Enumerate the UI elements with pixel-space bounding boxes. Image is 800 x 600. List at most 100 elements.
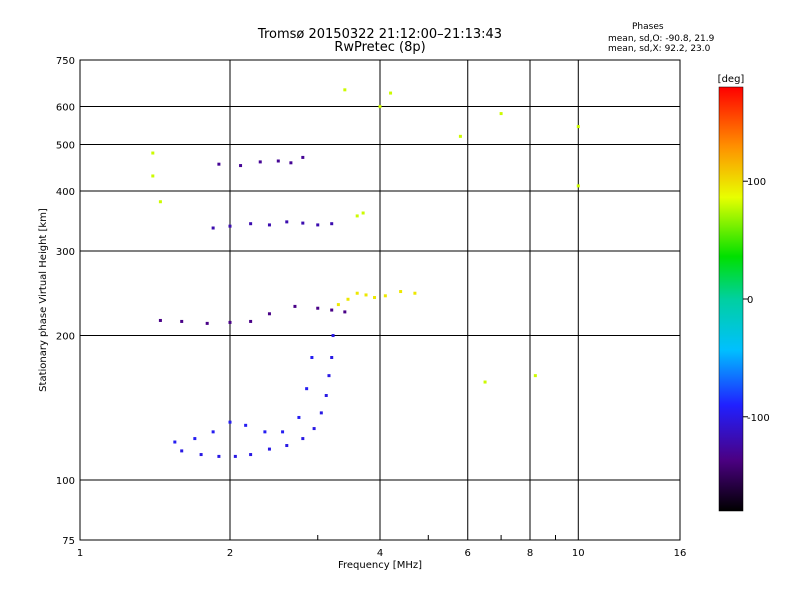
data-point <box>330 355 334 359</box>
data-point <box>158 200 162 204</box>
data-point <box>211 430 215 434</box>
data-point <box>312 427 316 431</box>
data-point <box>301 221 305 225</box>
data-point <box>285 444 289 448</box>
data-point <box>330 222 334 226</box>
x-tick-label: 1 <box>77 548 83 559</box>
data-point <box>319 411 323 415</box>
data-point <box>228 224 232 228</box>
chart-title: Tromsø 20150322 21:12:00–21:13:43 <box>257 27 503 42</box>
data-point <box>316 223 320 227</box>
data-point <box>249 319 253 323</box>
data-point <box>331 334 335 338</box>
phase-legend-x: mean, sd,X: 92.2, 23.0 <box>608 44 711 54</box>
data-point <box>239 164 243 168</box>
data-point <box>355 214 359 218</box>
x-tick-label: 6 <box>465 548 471 559</box>
x-tick-label: 8 <box>527 548 533 559</box>
y-tick-labels: 75 100 200 300 400 500 600 750 <box>56 56 75 547</box>
data-point <box>228 320 232 324</box>
data-point <box>316 306 320 310</box>
x-tick-label: 2 <box>227 548 233 559</box>
data-point <box>193 437 197 441</box>
data-point <box>180 449 184 453</box>
colorbar-tick-label: 0 <box>747 295 753 306</box>
data-point <box>576 184 580 188</box>
data-point <box>343 88 347 92</box>
data-point <box>217 162 221 166</box>
data-point <box>533 374 537 378</box>
y-axis-label: Stationary phase Virtual Height [km] <box>38 208 49 392</box>
data-point <box>330 308 334 312</box>
data-point <box>217 454 221 458</box>
plot-frame <box>79 59 681 541</box>
data-point <box>483 380 487 384</box>
x-tick-label: 10 <box>572 548 585 559</box>
data-point <box>263 430 267 434</box>
data-point <box>361 211 365 215</box>
data-point <box>355 291 359 295</box>
colorbar-unit-label: [deg] <box>718 74 745 85</box>
data-point <box>301 437 305 441</box>
data-point <box>289 161 293 165</box>
data-point <box>276 159 280 163</box>
data-point <box>228 420 232 424</box>
colorbar-tick-label: -100 <box>747 413 770 424</box>
data-point <box>458 134 462 138</box>
data-point <box>499 112 503 116</box>
data-point <box>293 304 297 308</box>
data-point <box>305 387 309 391</box>
data-point <box>576 125 580 129</box>
data-point <box>336 303 340 307</box>
phase-legend-o: mean, sd,O: -90.8, 21.9 <box>608 34 715 44</box>
data-point <box>324 394 328 398</box>
data-point <box>301 155 305 159</box>
data-point <box>413 291 417 295</box>
data-point <box>267 447 271 451</box>
data-point <box>249 453 253 457</box>
data-point <box>285 220 289 224</box>
data-point <box>346 297 350 301</box>
x-axis-label: Frequency [MHz] <box>338 560 422 571</box>
y-tick-label: 200 <box>56 332 75 343</box>
colorbar-ticks: 100 0 -100 <box>743 177 770 424</box>
data-point <box>281 430 285 434</box>
x-tick-labels: 1 2 4 6 8 10 16 <box>77 548 687 559</box>
y-tick-label: 600 <box>56 103 75 114</box>
data-point <box>343 310 347 314</box>
data-point <box>267 312 271 316</box>
data-point <box>173 440 177 444</box>
data-point <box>399 290 403 294</box>
phase-legend-title: Phases <box>632 22 664 32</box>
data-point <box>378 105 382 109</box>
data-point <box>151 151 155 155</box>
data-point <box>151 174 155 178</box>
x-tick-label: 4 <box>377 548 383 559</box>
data-point <box>297 415 301 419</box>
y-tick-label: 750 <box>56 56 75 67</box>
data-point <box>364 293 368 297</box>
data-point <box>211 226 215 230</box>
data-point <box>327 374 331 378</box>
colorbar <box>718 86 744 512</box>
chart-subtitle: RwPretec (8p) <box>334 40 426 55</box>
data-point <box>249 222 253 226</box>
data-point <box>199 453 203 457</box>
y-tick-label: 75 <box>62 536 75 547</box>
data-point <box>233 454 237 458</box>
data-point <box>205 321 209 325</box>
colorbar-tick-label: 100 <box>747 177 766 188</box>
y-tick-label: 300 <box>56 247 75 258</box>
data-points <box>151 88 580 458</box>
y-tick-label: 500 <box>56 141 75 152</box>
data-point <box>383 294 387 298</box>
data-point <box>389 91 393 95</box>
data-point <box>244 423 248 427</box>
data-point <box>258 160 262 164</box>
data-point <box>373 296 377 300</box>
data-point <box>180 319 184 323</box>
data-point <box>310 355 314 359</box>
x-tick-label: 16 <box>674 548 687 559</box>
y-tick-label: 400 <box>56 187 75 198</box>
